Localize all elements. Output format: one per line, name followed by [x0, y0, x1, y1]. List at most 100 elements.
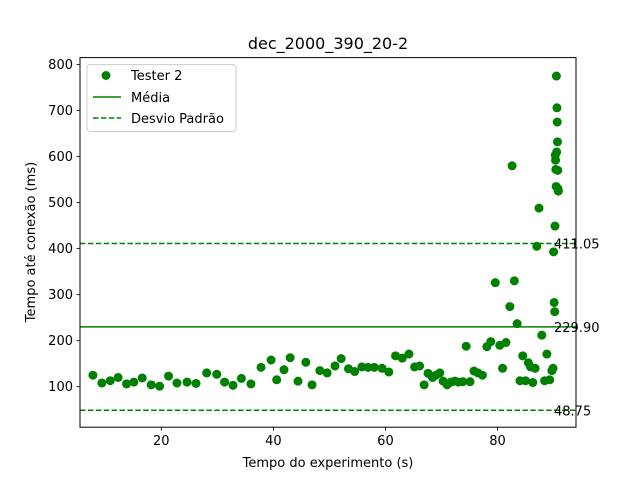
- data-point: [336, 354, 346, 364]
- data-point: [191, 378, 201, 388]
- data-point: [419, 380, 429, 390]
- data-point: [545, 375, 555, 385]
- data-point: [498, 363, 508, 373]
- data-point: [537, 330, 547, 340]
- data-point: [155, 381, 165, 391]
- data-point: [228, 380, 238, 390]
- data-point: [415, 361, 425, 371]
- data-point: [369, 362, 379, 372]
- data-point: [553, 165, 563, 175]
- data-point: [550, 221, 560, 231]
- data-point: [397, 353, 407, 363]
- data-point: [220, 377, 230, 387]
- annotation-label: 48.75: [554, 404, 591, 419]
- data-point: [518, 351, 528, 361]
- data-point: [501, 338, 511, 348]
- legend-label-media: Média: [131, 91, 170, 106]
- annotation-label: 229.90: [554, 321, 600, 336]
- data-point: [330, 361, 340, 371]
- data-point: [521, 376, 531, 386]
- data-point: [113, 372, 123, 382]
- x-tick-label: 60: [377, 434, 394, 449]
- data-point: [279, 365, 289, 375]
- legend-marker-tester: [101, 71, 111, 80]
- data-point: [486, 337, 496, 347]
- data-point: [202, 368, 212, 378]
- data-point: [377, 363, 387, 373]
- data-point: [548, 363, 558, 373]
- y-tick-label: 700: [48, 104, 73, 119]
- data-point: [256, 362, 266, 372]
- y-tick-label: 200: [48, 334, 73, 349]
- data-point: [404, 349, 414, 359]
- y-tick-label: 800: [48, 58, 73, 73]
- x-tick-label: 40: [265, 434, 282, 449]
- axes-frame: [79, 57, 577, 428]
- x-axis: 20 40 60 80: [153, 427, 506, 449]
- data-point: [266, 355, 276, 365]
- data-point: [549, 297, 559, 307]
- plot-area: [80, 71, 576, 412]
- data-point: [301, 357, 311, 367]
- data-point: [512, 319, 522, 329]
- data-point: [490, 278, 500, 288]
- data-point: [88, 370, 98, 380]
- data-point: [551, 155, 561, 165]
- data-point: [293, 376, 303, 386]
- data-point: [465, 377, 475, 387]
- data-point: [477, 370, 487, 380]
- y-axis-label: Tempo até conexão (ms): [24, 162, 39, 323]
- x-tick-label: 20: [153, 434, 170, 449]
- data-point: [528, 378, 538, 388]
- data-point: [236, 373, 246, 383]
- data-point: [435, 368, 445, 378]
- data-point: [182, 377, 192, 387]
- data-point: [552, 117, 562, 127]
- data-point: [461, 341, 471, 351]
- data-point: [122, 379, 132, 389]
- data-point: [552, 147, 562, 157]
- y-tick-label: 400: [48, 242, 73, 257]
- data-point: [146, 380, 156, 390]
- data-point: [458, 377, 468, 387]
- data-point: [285, 353, 295, 363]
- legend-label-tester: Tester 2: [130, 69, 182, 84]
- data-point: [553, 137, 563, 147]
- legend-frame: [86, 64, 237, 133]
- data-point: [549, 247, 559, 257]
- annotation-label: 411.05: [554, 238, 600, 253]
- data-point: [350, 367, 360, 377]
- y-tick-label: 600: [48, 150, 73, 165]
- data-point: [322, 368, 332, 378]
- data-point: [530, 363, 540, 373]
- data-point: [97, 378, 107, 388]
- data-point: [553, 186, 563, 196]
- data-point: [246, 379, 256, 389]
- line-annotations: 411.05 229.90 48.75: [554, 238, 600, 420]
- data-point: [551, 71, 561, 81]
- y-tick-label: 100: [48, 380, 73, 395]
- data-point: [164, 371, 174, 381]
- data-point: [552, 103, 562, 113]
- data-point: [507, 161, 517, 171]
- data-point: [532, 241, 542, 251]
- chart-title: dec_2000_390_20-2: [248, 34, 408, 54]
- legend: Tester 2 Média Desvio Padrão: [86, 64, 237, 133]
- data-point: [315, 366, 325, 376]
- data-point: [307, 380, 317, 390]
- data-point: [105, 376, 115, 386]
- y-axis: 100 200 300 400 500 600 700 800: [48, 58, 80, 395]
- x-axis-label: Tempo do experimento (s): [242, 456, 414, 471]
- y-tick-label: 300: [48, 288, 73, 303]
- data-point: [172, 378, 182, 388]
- data-point: [505, 302, 515, 312]
- y-tick-label: 500: [48, 196, 73, 211]
- legend-label-desvio: Desvio Padrão: [131, 112, 224, 127]
- data-point: [384, 367, 394, 377]
- x-tick-label: 80: [489, 434, 506, 449]
- data-point: [129, 377, 139, 387]
- data-point: [550, 307, 560, 317]
- data-point: [542, 349, 552, 359]
- data-point: [509, 276, 519, 286]
